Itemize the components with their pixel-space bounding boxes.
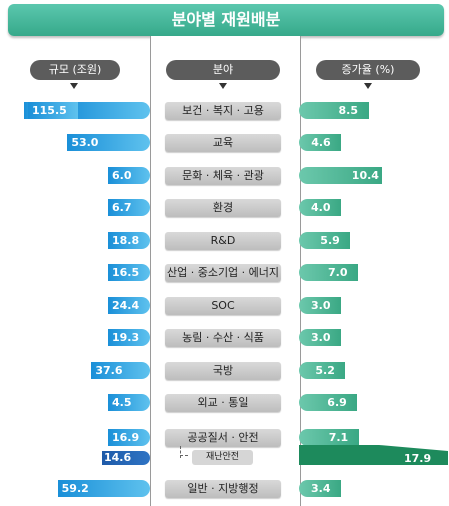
sub-connector-arrow-icon [180, 455, 188, 456]
growth-bar [299, 264, 358, 281]
scale-bar [108, 264, 150, 281]
growth-bar [299, 429, 359, 446]
growth-label: 4.0 [311, 201, 331, 214]
growth-label: 5.2 [315, 364, 335, 377]
center-column-header: 분야 [166, 60, 280, 80]
category-label: SOC [165, 297, 281, 315]
growth-label: 5.9 [320, 234, 340, 247]
growth-label: 4.6 [311, 136, 331, 149]
scale-label: 16.5 [112, 266, 140, 279]
right-column-header: 증가율 (%) [316, 60, 420, 80]
right-header-arrow-icon [364, 83, 372, 89]
scale-bar [108, 394, 150, 411]
sub-connector-line [180, 446, 182, 458]
scale-bar [108, 199, 150, 216]
category-label: 농림 · 수산 · 식품 [165, 329, 281, 347]
left-column-header: 규모 (조원) [30, 60, 120, 80]
category-label: 외교 · 통일 [165, 394, 281, 412]
growth-bar [299, 362, 346, 379]
growth-label: 3.0 [311, 331, 331, 344]
growth-label: 10.4 [351, 169, 379, 182]
scale-label: 53.0 [71, 136, 99, 149]
growth-bar [299, 232, 351, 249]
category-label: 일반 · 지방행정 [165, 480, 281, 498]
scale-bar [108, 429, 150, 446]
center-header-arrow-icon [219, 83, 227, 89]
scale-label: 24.4 [112, 299, 140, 312]
growth-bar [299, 102, 369, 119]
scale-bar [91, 362, 150, 379]
category-label: 산업 · 중소기업 · 에너지 [165, 264, 281, 282]
sub-category-label: 재난안전 [192, 450, 253, 465]
left-header-arrow-icon [70, 83, 78, 89]
scale-bar-start [28, 102, 78, 119]
scale-label: 19.3 [112, 331, 140, 344]
growth-label: 7.0 [328, 266, 348, 279]
category-label: 문화 · 체육 · 관광 [165, 167, 281, 185]
growth-label: 7.1 [328, 431, 349, 444]
scale-label: 6.7 [112, 201, 132, 214]
growth-bar [299, 297, 341, 314]
sub-growth-wedge [299, 445, 448, 465]
scale-label: 18.8 [112, 234, 140, 247]
scale-bar [108, 329, 150, 346]
category-label: 국방 [165, 362, 281, 380]
growth-bar [299, 480, 341, 497]
chart-title: 분야별 재원배분 [171, 10, 281, 29]
growth-bar [299, 394, 358, 411]
scale-label: 16.9 [112, 431, 140, 444]
growth-label: 6.9 [327, 396, 347, 409]
category-label: R&D [165, 232, 281, 250]
category-label: 공공질서 · 안전 [165, 429, 281, 447]
scale-label: 115.5 [32, 104, 67, 117]
growth-bar [299, 329, 341, 346]
growth-label: 3.4 [311, 482, 331, 495]
scale-bar [67, 134, 150, 151]
category-label: 보건 · 복지 · 고용 [165, 102, 281, 120]
sub-scale-label: 14.6 [104, 451, 132, 464]
scale-bar [108, 232, 150, 249]
title-bar: 분야별 재원배분 [8, 4, 444, 36]
growth-label: 8.5 [338, 104, 359, 117]
category-label: 교육 [165, 134, 281, 152]
scale-bar [57, 480, 150, 497]
growth-bar [299, 199, 341, 216]
scale-bar-segment [60, 102, 150, 119]
scale-label: 4.5 [112, 396, 132, 409]
scale-label: 59.2 [61, 482, 89, 495]
growth-bar [299, 167, 382, 184]
sub-growth-label: 17.9 [404, 452, 432, 465]
sub-growth-bar [299, 445, 448, 465]
scale-label: 6.0 [112, 169, 132, 182]
scale-label: 37.6 [95, 364, 123, 377]
scale-bar [108, 167, 150, 184]
growth-label: 3.0 [311, 299, 331, 312]
scale-bar [108, 297, 150, 314]
growth-bar [299, 134, 342, 151]
category-label: 환경 [165, 199, 281, 217]
sub-scale-bar [102, 451, 150, 465]
